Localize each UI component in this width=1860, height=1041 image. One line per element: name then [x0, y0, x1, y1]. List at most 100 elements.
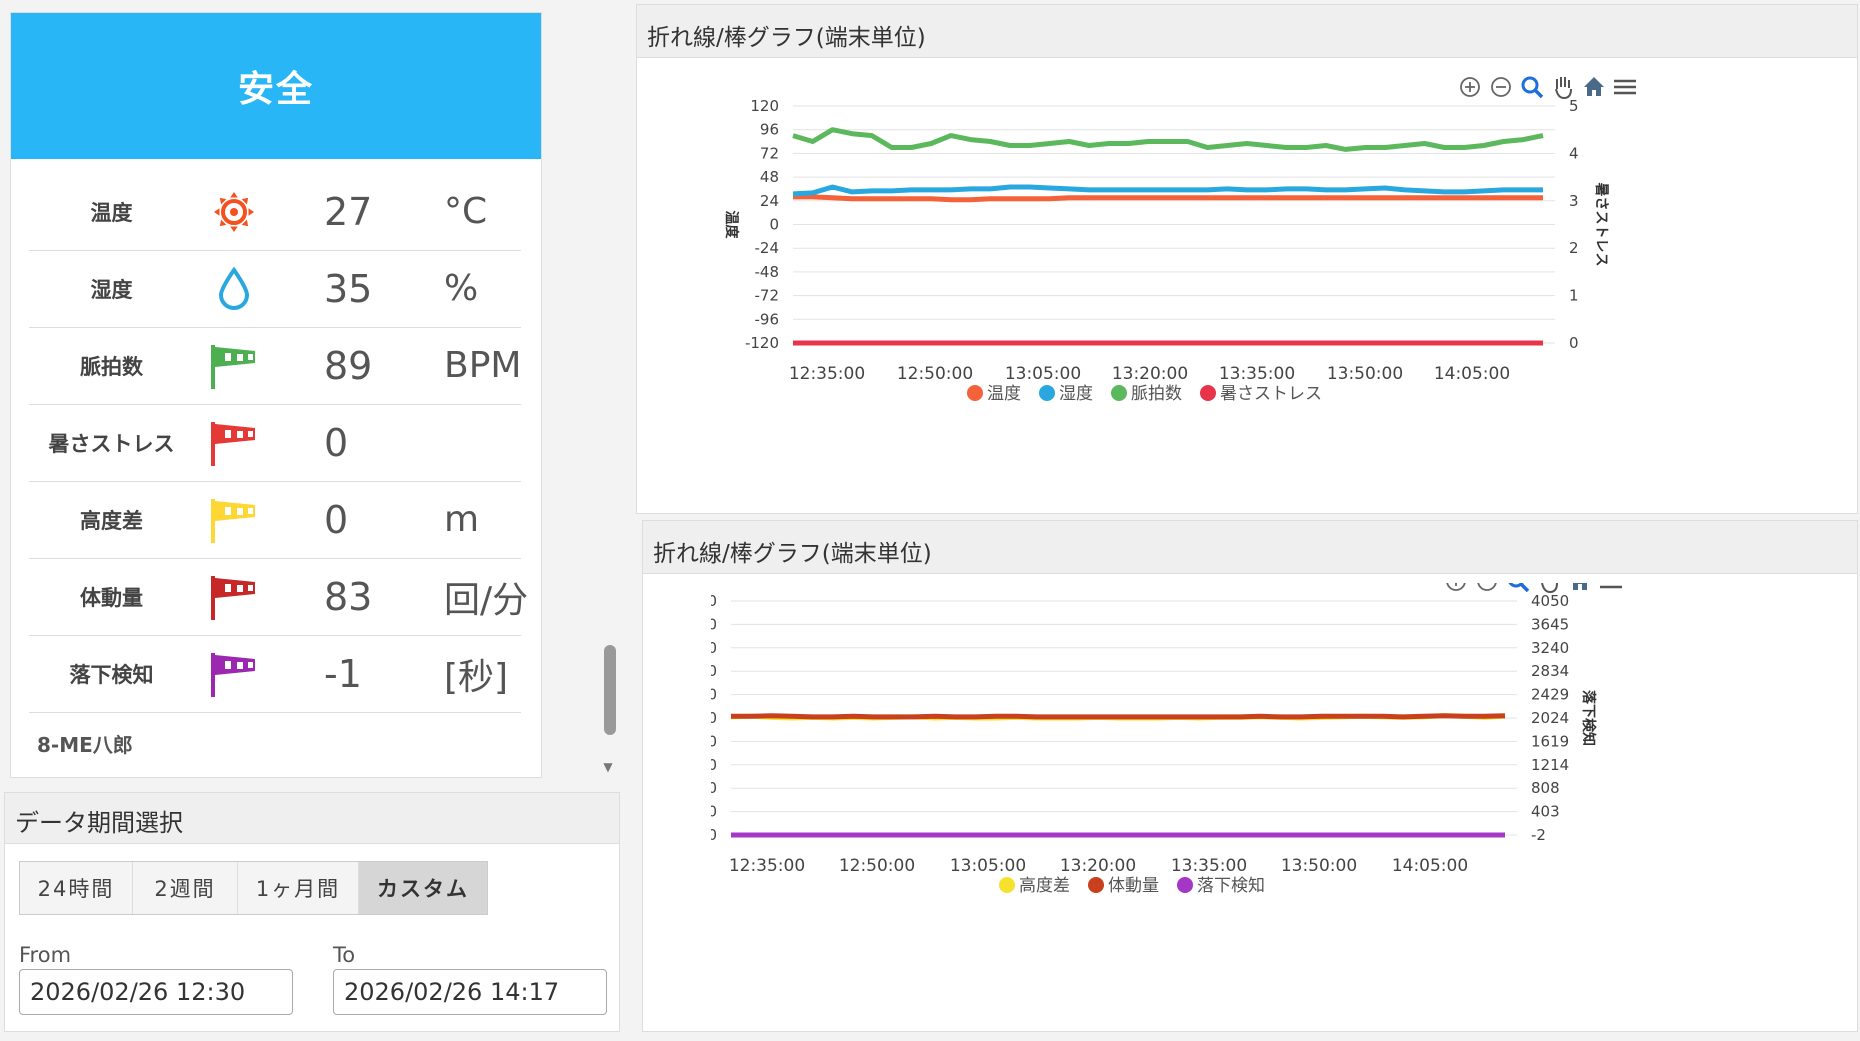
metric-label: 湿度	[90, 277, 133, 302]
y-right-tick: 808	[1531, 779, 1560, 797]
from-date-input[interactable]	[19, 969, 293, 1015]
y-right-tick: 2429	[1531, 686, 1569, 704]
sun-icon	[207, 185, 261, 239]
windsock-icon	[207, 493, 261, 547]
legend-marker	[967, 385, 983, 401]
y-left-axis-label: 温度	[723, 211, 740, 240]
y-right-tick: 2024	[1531, 709, 1569, 727]
status-label: 安全	[237, 69, 314, 110]
x-tick: 13:35:00	[1219, 364, 1295, 384]
metric-label: 高度差	[80, 508, 143, 533]
zoom-out-icon[interactable]	[1477, 583, 1497, 591]
y-left-tick: -48	[755, 263, 780, 281]
y-left-tick: 1640	[711, 615, 717, 633]
windsock-icon	[207, 570, 261, 624]
legend-marker	[1200, 385, 1216, 401]
metric-label: 落下検知	[69, 662, 154, 687]
home-icon[interactable]	[1584, 77, 1604, 96]
chart-title-bar: 折れ線/棒グラフ(端末単位)	[637, 5, 1857, 58]
y-left-tick: -96	[755, 310, 780, 328]
metric-value: 27	[324, 189, 373, 234]
y-right-tick: 3645	[1531, 615, 1569, 633]
y-right-tick: 5	[1569, 97, 1579, 115]
series-line	[731, 713, 1506, 720]
legend-label[interactable]: 湿度	[1059, 384, 1093, 404]
tab-2weeks[interactable]: 2週間	[133, 862, 238, 914]
period-tabs: 24時間 2週間 1ヶ月間 カスタム	[19, 861, 488, 915]
zoom-in-icon[interactable]	[1446, 583, 1466, 591]
device-name: 8-ME八郎	[37, 733, 133, 757]
y-right-tick: 4050	[1531, 592, 1569, 610]
legend-label[interactable]: 温度	[987, 384, 1021, 404]
x-tick: 12:50:00	[839, 856, 915, 876]
y-left-tick: 72	[760, 144, 779, 162]
to-date-input[interactable]	[333, 969, 607, 1015]
period-title-bar: データ期間選択	[5, 793, 619, 844]
menu-icon[interactable]	[1614, 79, 1636, 95]
legend-marker	[1088, 877, 1104, 893]
y-right-tick: 3	[1569, 192, 1579, 210]
y-right-axis-label: 暑さストレス	[1593, 183, 1609, 267]
y-right-tick: 2834	[1531, 662, 1569, 680]
metric-row: 落下検知 -1 [秒]	[29, 635, 521, 713]
metric-value: 89	[324, 343, 373, 388]
tab-24h[interactable]: 24時間	[20, 862, 133, 914]
y-left-tick: 120	[750, 97, 779, 115]
y-right-tick: 0	[1569, 334, 1579, 352]
metric-label: 脈拍数	[80, 354, 143, 379]
y-left-tick: 24	[760, 192, 779, 210]
tab-custom[interactable]: カスタム	[359, 862, 487, 914]
legend-label[interactable]: 暑さストレス	[1220, 384, 1322, 404]
menu-icon[interactable]	[1600, 583, 1622, 589]
legend-label[interactable]: 落下検知	[1197, 876, 1265, 896]
legend-marker	[1177, 877, 1193, 893]
windsock-icon	[207, 647, 261, 701]
chart-title: 折れ線/棒グラフ(端末単位)	[647, 25, 926, 51]
to-label: To	[333, 943, 356, 967]
legend-label[interactable]: 脈拍数	[1131, 384, 1182, 404]
legend-marker	[1111, 385, 1127, 401]
chart-title: 折れ線/棒グラフ(端末単位)	[653, 541, 932, 567]
legend-label[interactable]: 体動量	[1108, 876, 1159, 896]
y-left-tick: 96	[760, 121, 779, 139]
windsock-icon	[207, 339, 261, 393]
pan-hand-icon[interactable]	[1541, 583, 1558, 594]
y-left-tick: -1640	[711, 803, 717, 821]
magnifier-icon[interactable]	[1508, 583, 1530, 593]
motion-chart[interactable]: 2050 1640 1230 820 410 0 -410 -820 -1230 -1640 -20…	[711, 583, 1860, 1041]
legend-label[interactable]: 高度差	[1019, 876, 1070, 896]
metric-unit: 回/分	[444, 579, 529, 621]
x-tick: 13:05:00	[1005, 364, 1081, 384]
metric-value: 0	[324, 420, 349, 465]
pan-hand-icon[interactable]	[1555, 77, 1572, 100]
y-left-tick: 2050	[711, 592, 717, 610]
home-icon[interactable]	[1570, 583, 1590, 590]
series-line	[792, 184, 1543, 197]
y-right-axis-label: 落下検知	[1580, 690, 1597, 746]
tab-1month[interactable]: 1ヶ月間	[238, 862, 359, 914]
scrollbar-thumb[interactable]	[604, 645, 616, 735]
x-tick: 14:05:00	[1434, 364, 1510, 384]
zoom-out-icon[interactable]	[1491, 77, 1511, 97]
scroll-down-arrow-icon[interactable]: ▼	[603, 760, 613, 774]
magnifier-icon[interactable]	[1521, 76, 1544, 99]
metric-unit: %	[444, 268, 479, 309]
chart-toolbar	[1460, 76, 1636, 100]
legend-marker	[999, 877, 1015, 893]
zoom-in-icon[interactable]	[1460, 77, 1480, 97]
y-left-tick: 1230	[711, 639, 717, 657]
y-left-tick: 0	[711, 709, 717, 727]
status-banner: 安全	[11, 13, 541, 159]
y-left-tick: 0	[769, 216, 779, 234]
metric-unit: [秒]	[444, 656, 509, 698]
x-tick: 12:35:00	[789, 364, 865, 384]
chart-toolbar	[1446, 583, 1622, 594]
x-tick: 13:50:00	[1327, 364, 1403, 384]
y-left-tick: -820	[711, 756, 717, 774]
x-tick: 13:05:00	[950, 856, 1026, 876]
from-label: From	[19, 943, 72, 967]
y-right-tick: -2	[1531, 826, 1546, 844]
x-tick: 12:50:00	[897, 364, 973, 384]
vitals-chart[interactable]: 120 96 72 48 24 0 -24 -48 -72 -96 -120 5 4 3 2 1 0 12:35:…	[717, 57, 1860, 513]
x-tick: 13:50:00	[1281, 856, 1357, 876]
